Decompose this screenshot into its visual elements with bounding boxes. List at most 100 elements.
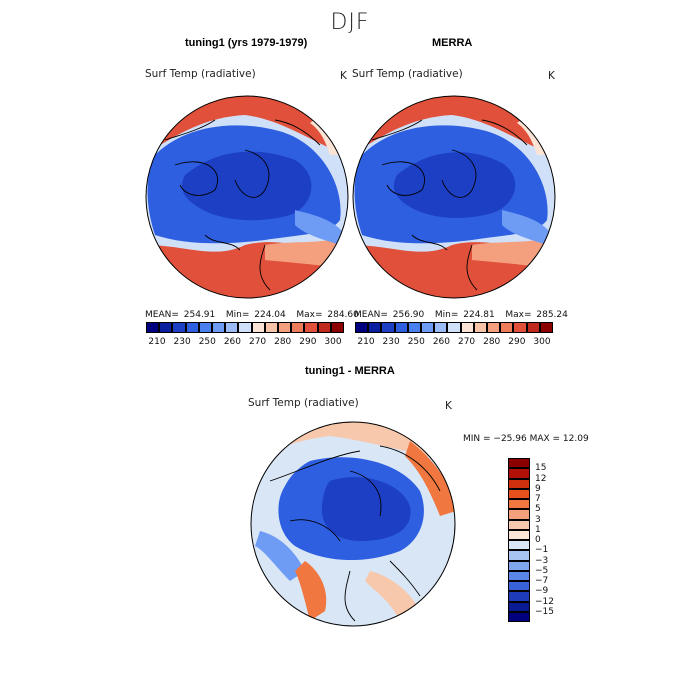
- colorbar-tick-label: 7: [535, 494, 541, 504]
- colorbar-swatch: [508, 499, 530, 510]
- colorbar-tick-label: 270: [248, 337, 267, 347]
- left-min-label: Min=: [225, 310, 250, 320]
- colorbar-tick-label: 280: [274, 337, 292, 347]
- colorbar-swatch: [172, 322, 186, 333]
- colorbar-swatch: [526, 322, 540, 333]
- left-variable-label: Surf Temp (radiative): [145, 68, 256, 80]
- right-polar-map: [352, 95, 556, 299]
- colorbar-swatch: [508, 611, 530, 622]
- left-colorbar-ticks: 210 230 250 260 270 280 290 300: [146, 337, 344, 349]
- right-unit-label: K: [548, 70, 555, 82]
- right-min-label: Min=: [434, 310, 459, 320]
- colorbar-swatch: [508, 560, 530, 571]
- colorbar-tick-label: −5: [535, 565, 549, 576]
- left-polar-map: [145, 95, 349, 299]
- colorbar-swatch: [198, 322, 212, 333]
- right-panel-title: MERRA: [432, 37, 473, 49]
- colorbar-swatch: [508, 458, 530, 469]
- right-min-value: 224.81: [463, 310, 495, 320]
- colorbar-swatch: [508, 529, 530, 540]
- colorbar-swatch: [212, 322, 226, 333]
- colorbar-swatch: [508, 591, 530, 602]
- colorbar-tick-label: 12: [535, 473, 547, 484]
- colorbar-swatch: [159, 322, 173, 333]
- colorbar-swatch: [508, 540, 530, 551]
- colorbar-tick-label: 300: [324, 337, 342, 347]
- colorbar-tick-label: 290: [299, 337, 317, 347]
- colorbar-swatch: [146, 322, 160, 333]
- colorbar-swatch: [539, 322, 553, 333]
- colorbar-tick-label: 300: [533, 337, 551, 347]
- colorbar-swatch: [508, 468, 530, 479]
- left-unit-label: K: [340, 70, 347, 82]
- colorbar-tick-label: 15: [535, 463, 547, 474]
- colorbar-swatch: [185, 322, 199, 333]
- colorbar-swatch: [487, 322, 501, 333]
- colorbar-tick-label: −3: [535, 555, 549, 566]
- colorbar-swatch: [508, 570, 530, 581]
- colorbar-tick-label: −12: [535, 596, 554, 607]
- left-min-value: 224.04: [254, 310, 286, 320]
- colorbar-tick-label: 3: [535, 514, 541, 525]
- colorbar-tick-label: 250: [407, 337, 425, 347]
- colorbar-tick-label: 0: [535, 535, 541, 545]
- left-max-value: 284.60: [327, 310, 359, 320]
- colorbar-tick-label: −1: [535, 545, 549, 556]
- diff-polar-map: [250, 421, 456, 627]
- colorbar-swatch: [317, 322, 331, 333]
- colorbar-swatch: [508, 581, 530, 592]
- page-title: DJF: [330, 10, 370, 35]
- colorbar-swatch: [225, 322, 239, 333]
- colorbar-swatch: [330, 322, 344, 333]
- colorbar-swatch: [460, 322, 474, 333]
- left-colorbar: [146, 322, 344, 333]
- colorbar-swatch: [355, 322, 369, 333]
- colorbar-swatch: [508, 488, 530, 499]
- colorbar-tick-label: 290: [508, 337, 526, 347]
- right-colorbar: [355, 322, 553, 333]
- diff-variable-label: Surf Temp (radiative): [248, 397, 359, 409]
- right-max-label: Max=: [505, 310, 532, 320]
- colorbar-tick-label: 270: [457, 337, 476, 347]
- colorbar-tick-label: −15: [535, 606, 554, 617]
- right-colorbar-ticks: 210 230 250 260 270 280 290 300: [355, 337, 553, 349]
- colorbar-swatch: [508, 519, 530, 530]
- colorbar-tick-label: 280: [483, 337, 501, 347]
- colorbar-tick-label: 250: [198, 337, 216, 347]
- colorbar-swatch: [291, 322, 305, 333]
- right-variable-label: Surf Temp (radiative): [352, 68, 463, 80]
- diff-colorbar-labels: 15 12 9 7 5 3 1 0 −1 −3 −5 −7 −9 −12 −15: [535, 458, 575, 622]
- colorbar-tick-label: 9: [535, 483, 541, 494]
- right-stats: MEAN= 256.90 Min= 224.81 Max= 285.24: [354, 310, 570, 320]
- colorbar-swatch: [508, 478, 530, 489]
- left-panel-title: tuning1 (yrs 1979-1979): [185, 37, 308, 49]
- colorbar-swatch: [421, 322, 435, 333]
- colorbar-swatch: [368, 322, 382, 333]
- right-max-value: 285.24: [536, 310, 568, 320]
- colorbar-tick-label: 1: [535, 524, 541, 535]
- colorbar-swatch: [238, 322, 252, 333]
- colorbar-swatch: [407, 322, 421, 333]
- right-mean-value: 256.90: [392, 310, 425, 320]
- colorbar-tick-label: 230: [382, 337, 400, 347]
- colorbar-tick-label: 260: [432, 337, 451, 347]
- left-max-label: Max=: [296, 310, 323, 320]
- diff-unit-label: K: [445, 400, 452, 412]
- colorbar-swatch: [447, 322, 461, 333]
- diff-panel-title: tuning1 - MERRA: [305, 365, 395, 377]
- diff-minmax: MIN = −25.96 MAX = 12.09: [463, 434, 589, 444]
- colorbar-swatch: [264, 322, 278, 333]
- diff-colorbar: [508, 458, 530, 622]
- colorbar-swatch: [304, 322, 318, 333]
- left-mean-label: MEAN=: [145, 310, 179, 320]
- colorbar-tick-label: 260: [223, 337, 242, 347]
- colorbar-tick-label: −9: [535, 586, 549, 597]
- colorbar-swatch: [278, 322, 292, 333]
- colorbar-swatch: [473, 322, 487, 333]
- colorbar-tick-label: 5: [535, 504, 541, 515]
- left-mean-value: 254.91: [183, 310, 216, 320]
- colorbar-swatch: [508, 601, 530, 612]
- colorbar-swatch: [381, 322, 395, 333]
- colorbar-swatch: [434, 322, 448, 333]
- left-stats: MEAN= 254.91 Min= 224.04 Max= 284.60: [145, 310, 361, 320]
